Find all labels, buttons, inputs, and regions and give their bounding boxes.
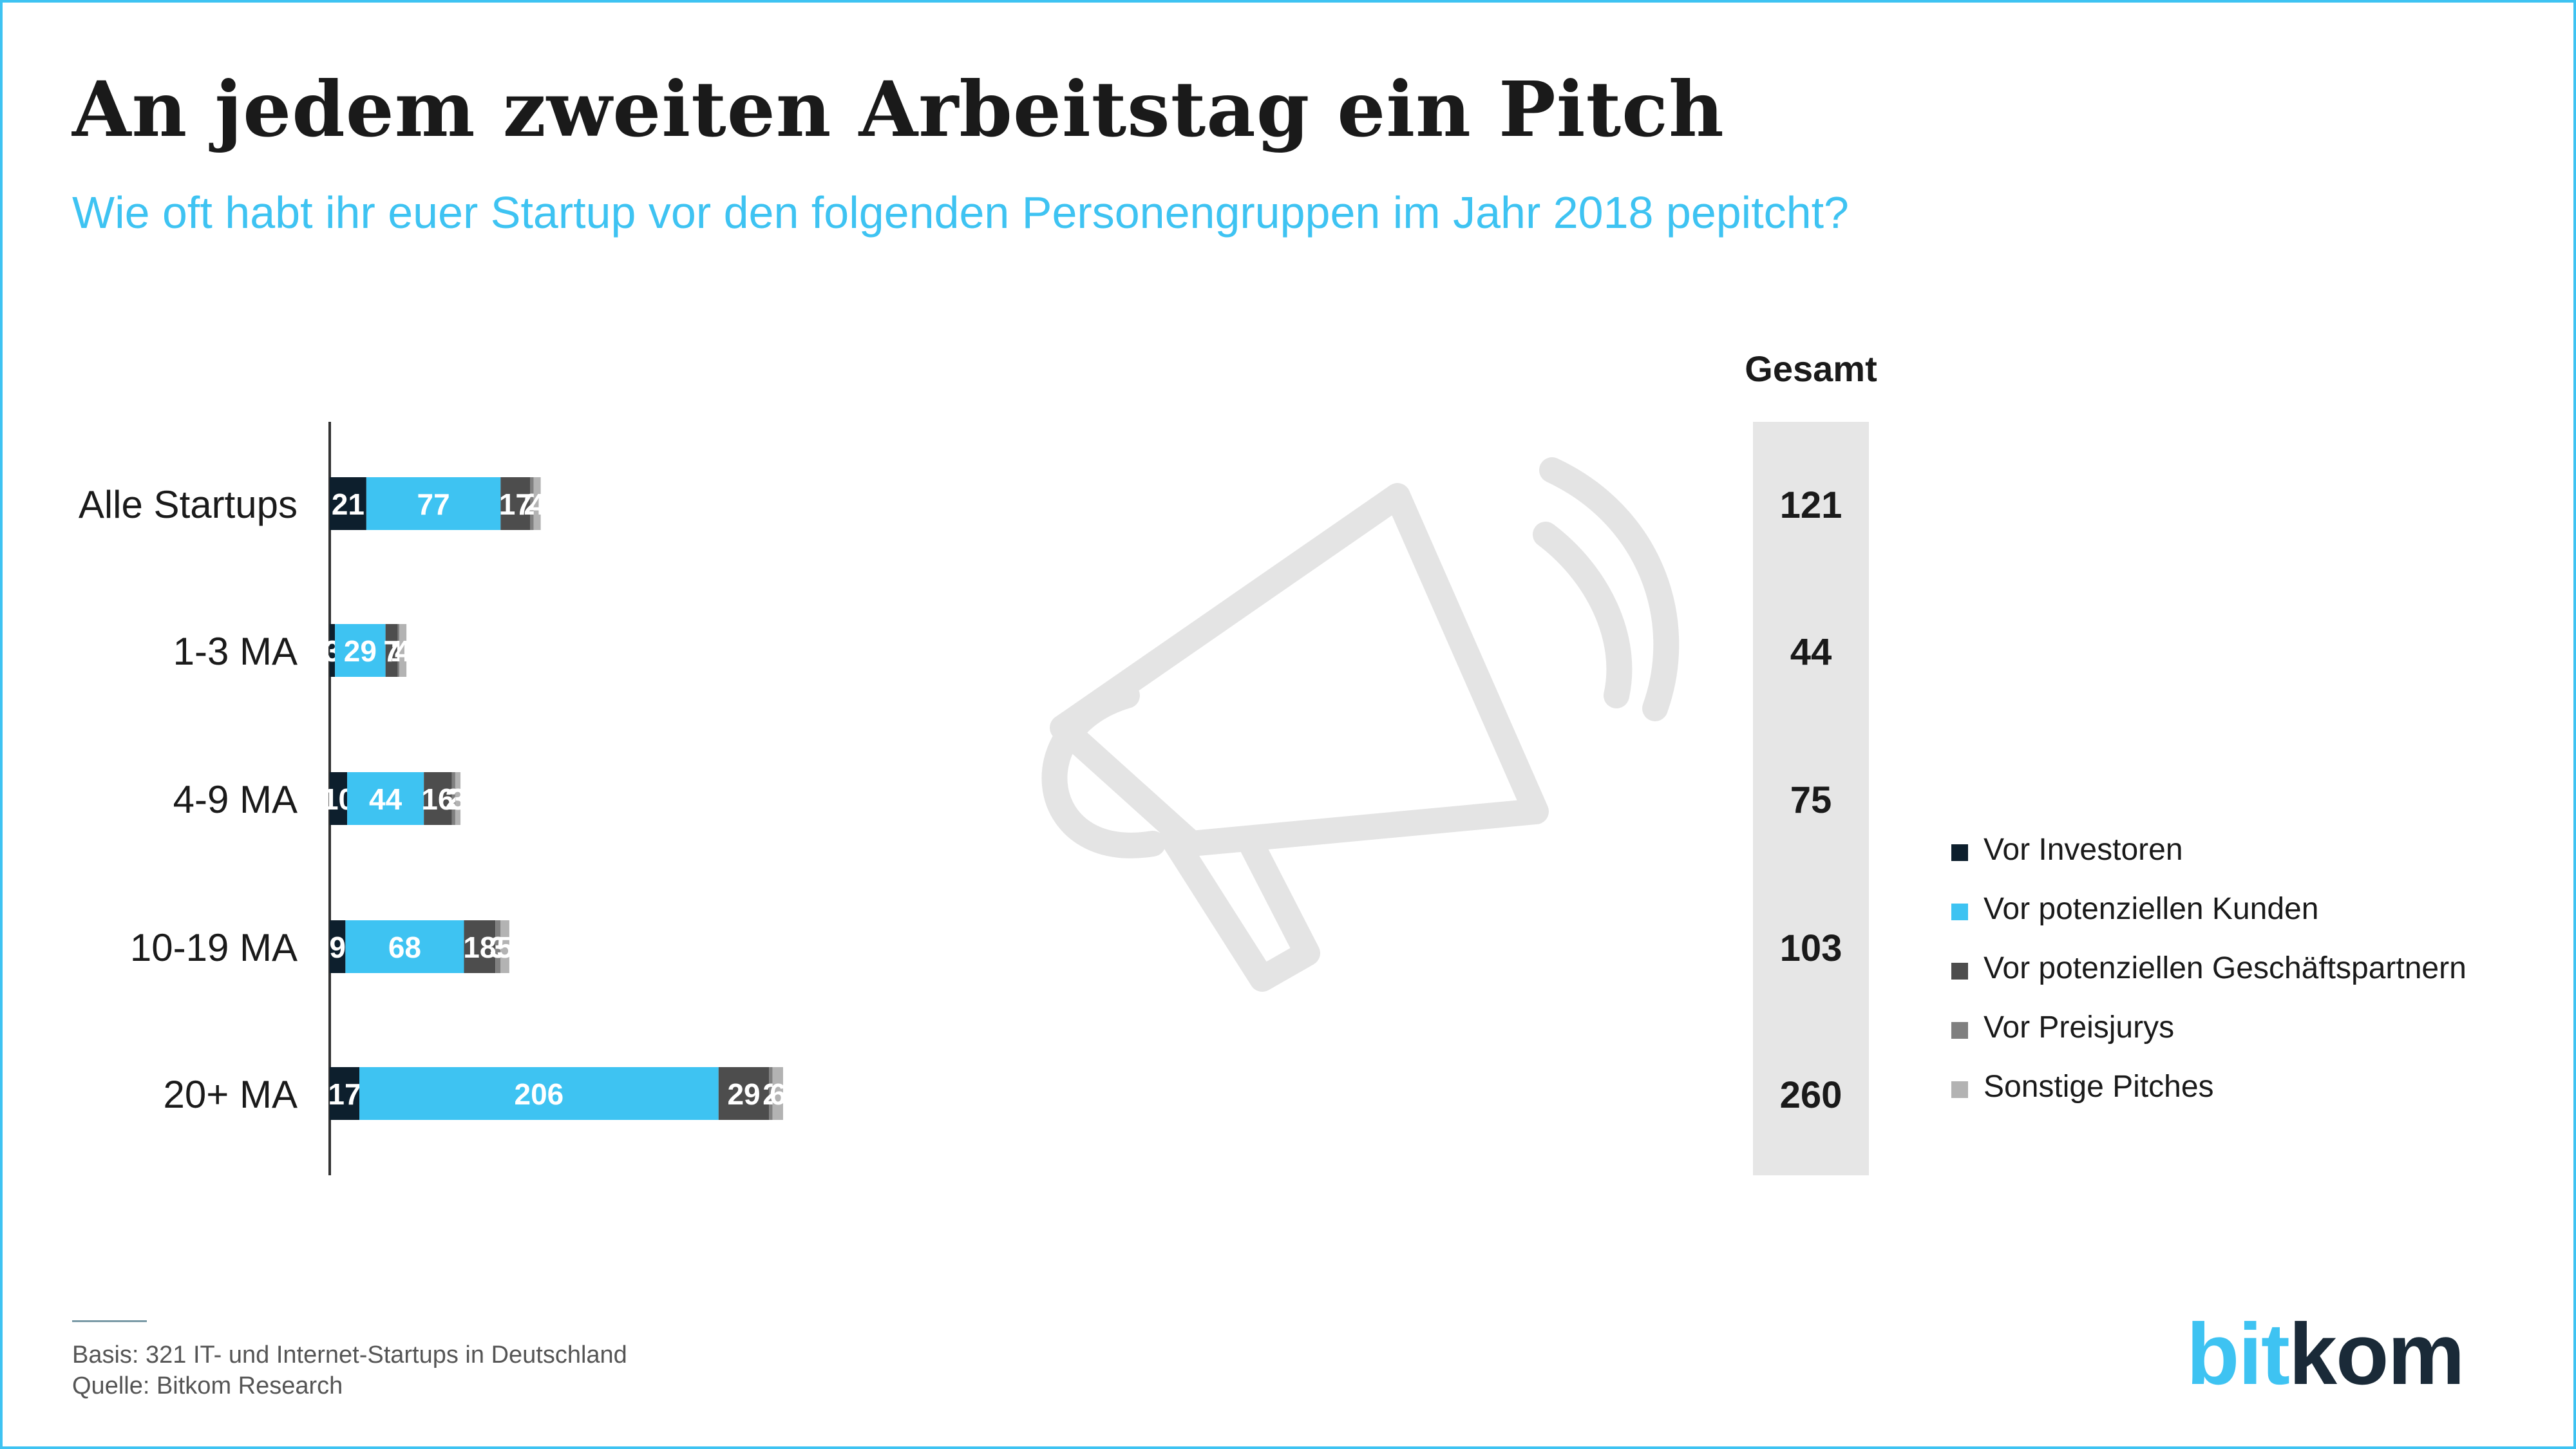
bar-value-label: 21 [332, 488, 365, 521]
bar-value-label: 7 [383, 634, 400, 668]
bar-segment [330, 920, 346, 973]
bar-value-label: 44 [369, 782, 402, 816]
bar-value-label: 16 [421, 782, 454, 816]
bar-value-label: 68 [388, 931, 421, 964]
bar-segment [718, 1067, 770, 1120]
bar-segment [345, 920, 464, 973]
bar-segment [769, 1067, 773, 1120]
bar-value-label: 9 [329, 931, 346, 964]
bar-value-label: 29 [344, 634, 377, 668]
megaphone-icon [1041, 457, 1680, 992]
bar-value-label: 5 [497, 931, 513, 964]
total-header: Gesamt [1745, 348, 1877, 389]
bar-value-label: 4 [529, 488, 545, 521]
legend-swatch [1951, 963, 1968, 980]
total-value: 260 [1780, 1074, 1842, 1116]
bar-segment [500, 920, 509, 973]
bar-value-label: 6 [770, 1077, 786, 1111]
total-value: 103 [1780, 927, 1842, 969]
bar-value-label: 77 [417, 488, 450, 521]
bar-segment [359, 1067, 719, 1120]
bar-segment [451, 772, 455, 825]
bar-segment [330, 624, 336, 677]
category-label: 20+ MA [164, 1073, 298, 1116]
legend-label: Vor potenziellen Geschäftspartnern [1984, 951, 2467, 985]
bar-value-label: 18 [463, 931, 496, 964]
bar-value-label: 4 [395, 634, 412, 668]
footer-basis: Basis: 321 IT- und Internet-Startups in … [72, 1341, 627, 1368]
category-label: 1-3 MA [173, 630, 298, 673]
bar-value-label: 17 [499, 488, 532, 521]
bar-segment [530, 477, 534, 530]
legend-swatch [1951, 844, 1968, 861]
bar-value-label: 3 [450, 782, 466, 816]
legend-swatch [1951, 904, 1968, 920]
category-label: Alle Startups [79, 483, 298, 526]
bar-segment [500, 477, 531, 530]
legend-label: Vor potenziellen Kunden [1984, 892, 2318, 926]
category-label: 4-9 MA [173, 778, 298, 821]
footer-divider [72, 1320, 147, 1322]
bar-segment [330, 1067, 360, 1120]
bar-segment [495, 920, 501, 973]
legend-swatch [1951, 1081, 1968, 1098]
legend-label: Vor Preisjurys [1984, 1010, 2174, 1045]
bar-segment [455, 772, 461, 825]
total-value: 121 [1780, 484, 1842, 526]
bar-segment [772, 1067, 783, 1120]
bar-value-label: 206 [515, 1077, 564, 1111]
legend-swatch [1951, 1022, 1968, 1039]
chart-title: An jedem zweiten Arbeitstag ein Pitch [72, 64, 1725, 154]
bar-segment [366, 477, 501, 530]
bar-segment [385, 624, 398, 677]
bar-segment [399, 624, 407, 677]
chart-subtitle: Wie oft habt ihr euer Startup vor den fo… [72, 187, 1849, 238]
bar-segment [347, 772, 424, 825]
bar-segment [397, 624, 400, 677]
bar-value-label: 29 [727, 1077, 760, 1111]
bar-value-label: 17 [328, 1077, 361, 1111]
legend-label: Sonstige Pitches [1984, 1070, 2214, 1104]
bar-segment [424, 772, 452, 825]
bar-segment [330, 772, 348, 825]
bar-segment [464, 920, 496, 973]
category-label: 10-19 MA [130, 926, 298, 969]
bar-segment [335, 624, 386, 677]
total-panel [1753, 422, 1869, 1175]
total-value: 75 [1790, 779, 1832, 821]
legend-label: Vor Investoren [1984, 833, 2183, 867]
bar-segment [533, 477, 541, 530]
bar-segment [330, 477, 366, 530]
footer-source: Quelle: Bitkom Research [72, 1372, 343, 1399]
total-value: 44 [1790, 631, 1832, 673]
footer: Basis: 321 IT- und Internet-Startups in … [72, 1340, 627, 1401]
bitkom-logo: bitkom [2186, 1305, 2465, 1403]
